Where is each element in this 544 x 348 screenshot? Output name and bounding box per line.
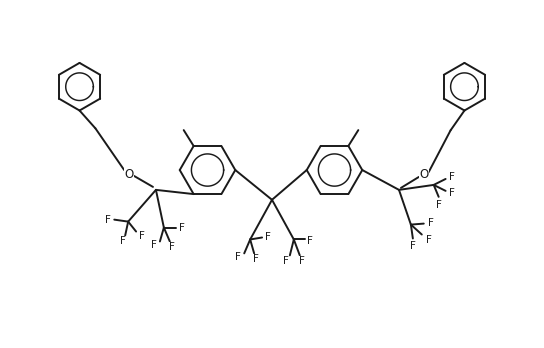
- Text: F: F: [139, 230, 145, 240]
- Text: F: F: [449, 188, 454, 198]
- Text: O: O: [419, 167, 429, 181]
- Text: F: F: [179, 223, 184, 232]
- Text: F: F: [106, 215, 112, 224]
- Text: F: F: [428, 218, 434, 228]
- Text: F: F: [265, 232, 271, 243]
- Text: F: F: [283, 256, 289, 266]
- Text: O: O: [125, 167, 134, 181]
- Text: F: F: [120, 236, 126, 246]
- Text: F: F: [307, 236, 313, 246]
- Text: F: F: [410, 242, 416, 251]
- Text: F: F: [426, 236, 432, 245]
- Text: F: F: [151, 240, 157, 251]
- Text: F: F: [449, 172, 454, 182]
- Text: F: F: [253, 254, 259, 264]
- Text: F: F: [169, 243, 175, 252]
- Text: F: F: [236, 252, 241, 262]
- Text: F: F: [436, 200, 442, 210]
- Text: F: F: [299, 256, 305, 266]
